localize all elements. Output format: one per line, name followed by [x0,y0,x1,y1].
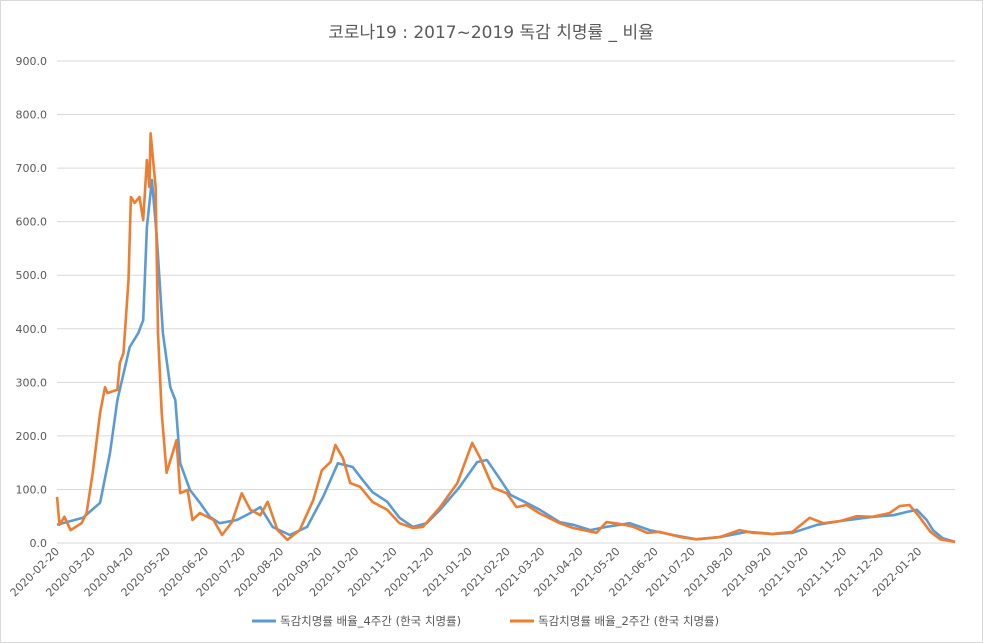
series-line-2week [55,132,956,544]
y-tick-label: 800.0 [16,109,48,122]
chart-title: 코로나19 : 2017~2019 독감 치명률 _ 비율 [328,23,653,43]
y-tick-label: 100.0 [16,483,48,496]
y-tick-label: 500.0 [16,269,48,282]
gridlines [57,60,955,544]
y-tick-label: 400.0 [16,323,48,336]
y-tick-label: 300.0 [16,376,48,389]
y-tick-label: 700.0 [16,162,48,175]
y-tick-label: 200.0 [16,430,48,443]
legend-label-2week: 독감치명률 배율_2주간 (한국 치명률) [538,614,719,628]
series-line-4week [56,178,956,544]
y-tick-label: 600.0 [16,216,48,229]
y-axis-ticks: 0.0 100.0 200.0 300.0 400.0 500.0 600.0 700.0 80… [16,55,48,550]
x-axis-ticks: 2020-02-202020-03-202020-04-202020-05-20… [8,545,925,599]
legend-label-4week: 독감치명률 배율_4주간 (한국 치명률) [280,614,461,628]
y-tick-label: 900.0 [16,55,48,68]
legend: 독감치명률 배율_4주간 (한국 치명률) 독감치명률 배율_2주간 (한국 치… [252,614,719,628]
y-tick-label: 0.0 [30,537,48,550]
series-lines [55,132,956,544]
